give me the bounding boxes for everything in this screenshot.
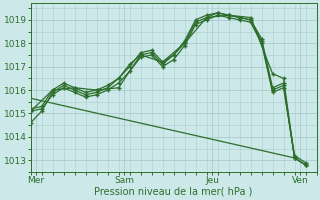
- X-axis label: Pression niveau de la mer( hPa ): Pression niveau de la mer( hPa ): [94, 187, 253, 197]
